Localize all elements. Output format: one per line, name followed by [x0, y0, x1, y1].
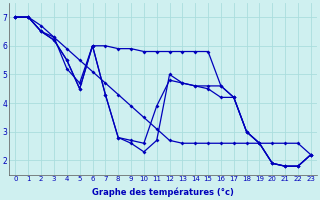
X-axis label: Graphe des températures (°c): Graphe des températures (°c)	[92, 188, 234, 197]
